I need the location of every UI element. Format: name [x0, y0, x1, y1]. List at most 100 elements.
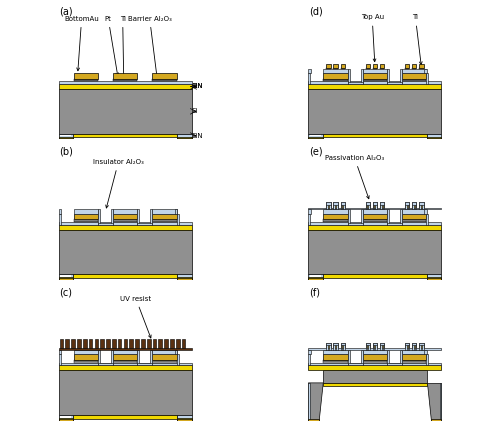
Bar — [113, 354, 138, 360]
Bar — [372, 202, 377, 205]
Bar — [344, 343, 345, 350]
Bar — [362, 210, 387, 214]
Bar — [308, 365, 442, 370]
Bar — [326, 343, 328, 350]
Bar — [308, 274, 323, 280]
Text: Si: Si — [191, 108, 198, 114]
Bar — [372, 343, 374, 350]
Bar — [426, 277, 442, 280]
Bar — [112, 339, 116, 348]
Bar — [58, 354, 60, 365]
Bar — [420, 68, 424, 69]
Bar — [308, 133, 323, 139]
Bar — [58, 419, 74, 421]
Bar — [334, 64, 338, 68]
Bar — [420, 349, 424, 350]
Bar — [405, 202, 409, 205]
Bar — [58, 363, 192, 365]
Bar — [308, 354, 310, 365]
Bar — [308, 350, 311, 354]
Text: BottomAu: BottomAu — [64, 16, 99, 71]
Bar — [98, 210, 100, 224]
Bar — [380, 343, 384, 345]
Bar — [366, 202, 367, 210]
Bar — [380, 202, 384, 205]
Bar — [420, 208, 424, 210]
Bar — [422, 343, 424, 350]
Bar — [58, 224, 192, 230]
Bar — [420, 205, 424, 208]
Bar — [362, 221, 387, 222]
Bar — [405, 208, 409, 210]
Bar — [426, 138, 442, 139]
Bar — [111, 350, 113, 365]
Bar — [74, 350, 98, 354]
Bar — [58, 230, 192, 274]
Bar — [420, 343, 424, 345]
Bar — [326, 202, 328, 210]
Bar — [182, 339, 186, 348]
Bar — [152, 360, 176, 361]
Bar — [308, 277, 323, 280]
Bar — [334, 208, 338, 210]
Bar — [348, 69, 350, 84]
Bar — [138, 223, 152, 224]
Bar — [138, 210, 140, 224]
Bar — [58, 214, 60, 224]
Bar — [372, 345, 377, 349]
Bar — [334, 343, 338, 345]
Bar — [152, 350, 176, 354]
Bar — [366, 202, 370, 205]
Bar — [113, 350, 138, 354]
Bar — [366, 205, 370, 208]
Bar — [58, 210, 61, 214]
Bar — [310, 135, 321, 136]
Bar — [58, 82, 192, 84]
Bar — [308, 419, 319, 421]
Bar — [308, 383, 310, 421]
Bar — [138, 363, 152, 365]
Bar — [326, 202, 330, 205]
Bar — [308, 222, 442, 224]
Bar — [412, 64, 416, 68]
Bar — [366, 343, 370, 345]
Bar — [74, 221, 98, 222]
Bar — [405, 64, 409, 68]
Bar — [334, 343, 335, 350]
Bar — [422, 202, 424, 210]
Bar — [334, 202, 335, 210]
Bar — [326, 208, 330, 210]
Bar — [402, 361, 426, 363]
Bar — [360, 350, 362, 365]
Text: Ti: Ti — [412, 14, 422, 65]
Bar — [308, 208, 442, 210]
Bar — [340, 345, 345, 349]
Bar — [308, 214, 310, 224]
Bar — [334, 68, 338, 69]
Bar — [58, 350, 61, 354]
Bar — [58, 133, 74, 139]
Bar — [408, 202, 409, 210]
Bar — [308, 73, 310, 84]
Bar — [424, 69, 427, 73]
Bar — [152, 361, 176, 363]
Bar — [372, 68, 377, 69]
Bar — [405, 343, 409, 345]
Bar — [329, 343, 330, 350]
Bar — [360, 210, 362, 224]
Bar — [58, 370, 192, 415]
Bar — [420, 345, 424, 349]
Bar — [118, 339, 122, 348]
Bar — [372, 208, 377, 210]
Bar — [74, 415, 177, 419]
Bar — [368, 202, 370, 210]
Bar — [106, 339, 110, 348]
Bar — [152, 79, 176, 80]
Bar — [380, 345, 384, 349]
Text: Passivation Al₂O₃: Passivation Al₂O₃ — [325, 155, 384, 199]
Bar — [324, 79, 347, 80]
Bar — [74, 133, 177, 137]
Bar — [348, 82, 362, 84]
Text: (d): (d) — [310, 6, 323, 16]
Bar — [113, 73, 138, 79]
